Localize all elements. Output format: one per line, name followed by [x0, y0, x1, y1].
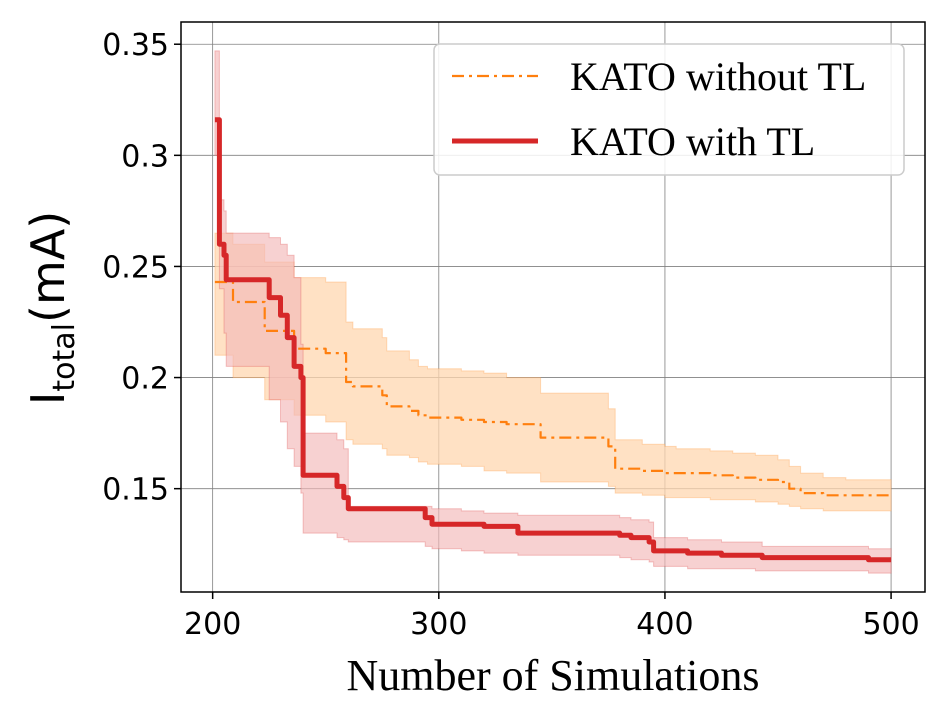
- axis-ticks: [174, 43, 892, 599]
- x-tick-label: 500: [862, 607, 919, 642]
- tick-labels: 200 300 400 500 0.15 0.2 0.25 0.3 0.35: [102, 28, 920, 642]
- y-tick-label: 0.2: [121, 362, 169, 397]
- x-tick-label: 300: [410, 607, 467, 642]
- x-tick-label: 200: [184, 607, 241, 642]
- series-lines: [214, 117, 892, 563]
- plot-frame: [180, 21, 926, 593]
- legend: KATO without TL KATO with TL: [433, 43, 905, 176]
- y-axis-label-unit: (mA): [21, 211, 75, 323]
- y-tick-label: 0.25: [102, 250, 169, 285]
- y-tick-label: 0.3: [121, 139, 169, 174]
- y-axis-label-subscript: total: [47, 323, 82, 392]
- x-axis-label: Number of Simulations: [346, 651, 759, 700]
- legend-box: [433, 43, 905, 176]
- confidence-bands: [214, 50, 892, 574]
- y-axis-label-main: I: [21, 392, 75, 406]
- series-without-tl-line: [214, 280, 892, 497]
- series-with-tl-line: [214, 117, 892, 563]
- series-with-tl-band: [214, 50, 892, 574]
- y-axis-label: Itotal(mA): [21, 211, 82, 405]
- x-tick-label: 400: [636, 607, 693, 642]
- legend-label-with-tl: KATO with TL: [570, 119, 815, 164]
- y-tick-label: 0.15: [102, 473, 169, 508]
- series-without-tl-band: [214, 232, 892, 512]
- legend-label-without-tl: KATO without TL: [570, 54, 866, 99]
- y-tick-label: 0.35: [102, 28, 169, 63]
